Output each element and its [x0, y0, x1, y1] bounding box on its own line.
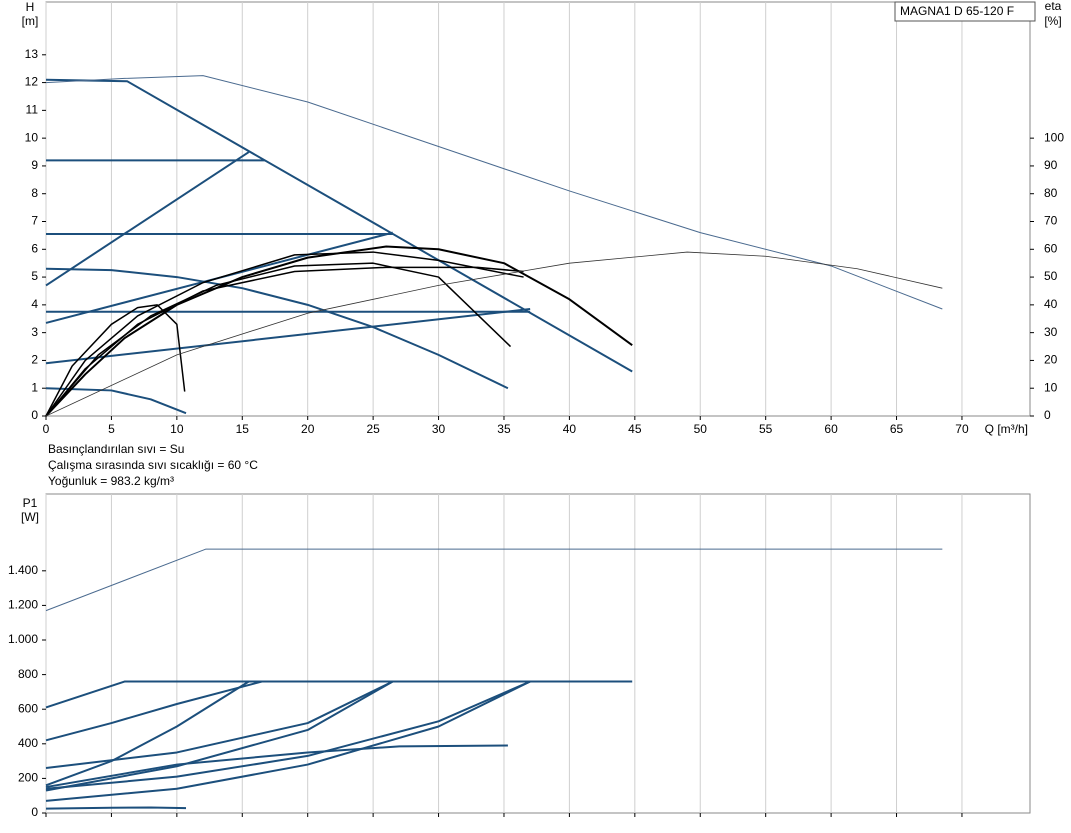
y2-tick-label: 50: [1044, 269, 1058, 283]
x-tick-label: 55: [759, 422, 773, 436]
curve: [45, 387, 187, 415]
y-tick-label: 6: [31, 241, 38, 255]
annotation: Yoğunluk = 983.2 kg/m³: [48, 474, 174, 488]
x-tick-label: 10: [170, 422, 184, 436]
y-tick-label: 1.400: [8, 563, 38, 577]
y-tick-label: 1.000: [8, 632, 38, 646]
curve: [45, 151, 250, 287]
y-tick-label: 7: [31, 214, 38, 228]
y-tick-label: 1: [31, 380, 38, 394]
y-axis-label: H: [26, 0, 35, 14]
x-tick-label: 40: [563, 422, 577, 436]
x-tick-label: 30: [432, 422, 446, 436]
curve: [45, 680, 250, 787]
y-tick-label: 8: [31, 186, 38, 200]
annotation: Çalışma sırasında sıvı sıcaklığı = 60 °C: [48, 458, 258, 472]
x-tick-label: 60: [824, 422, 838, 436]
y-axis-label: P1: [23, 496, 38, 510]
curve: [45, 680, 531, 802]
curve: [45, 75, 943, 310]
y-tick-label: 2: [31, 353, 38, 367]
y-tick-label: 11: [26, 103, 39, 117]
y-tick-label: 9: [31, 158, 38, 172]
y-axis-unit: [m]: [22, 14, 39, 28]
y-tick-label: 600: [18, 701, 38, 715]
y-tick-label: 4: [31, 297, 38, 311]
curve: [45, 251, 524, 417]
curve: [45, 251, 943, 417]
y-tick-label: 1.200: [8, 598, 38, 612]
curve: [45, 680, 394, 792]
curve: [45, 308, 531, 365]
x-tick-label: 65: [890, 422, 904, 436]
curve: [45, 262, 512, 417]
x-tick-label: 0: [43, 422, 50, 436]
x-axis-label: Q [m³/h]: [985, 422, 1028, 436]
y2-tick-label: 70: [1044, 214, 1058, 228]
model-name: MAGNA1 D 65-120 F: [900, 4, 1014, 18]
curve: [45, 245, 633, 417]
curve: [45, 304, 186, 417]
curve: [45, 78, 633, 373]
y-tick-label: 0: [31, 805, 38, 819]
x-tick-label: 45: [628, 422, 642, 436]
y2-tick-label: 60: [1044, 241, 1058, 255]
y-tick-label: 3: [31, 325, 38, 339]
y-tick-label: 400: [18, 736, 38, 750]
y2-tick-label: 0: [1044, 408, 1051, 422]
y-tick-label: 0: [31, 408, 38, 422]
y2-tick-label: 20: [1044, 353, 1058, 367]
y2-tick-label: 10: [1044, 380, 1058, 394]
y2-tick-label: 40: [1044, 297, 1058, 311]
y2-tick-label: 100: [1044, 130, 1064, 144]
curve: [45, 806, 187, 810]
curve: [45, 680, 531, 790]
x-tick-label: 20: [301, 422, 315, 436]
x-tick-label: 15: [236, 422, 250, 436]
y-tick-label: 200: [18, 771, 38, 785]
y-tick-label: 12: [25, 75, 39, 89]
curve: [45, 680, 633, 709]
y-tick-label: 800: [18, 667, 38, 681]
y-axis-unit: [W]: [21, 510, 39, 524]
y2-tick-label: 30: [1044, 325, 1058, 339]
annotation: Basınçlandırılan sıvı = Su: [48, 442, 184, 456]
y-tick-label: 10: [25, 130, 39, 144]
x-tick-label: 50: [694, 422, 708, 436]
plot-frame: [45, 493, 1031, 814]
curve: [45, 267, 509, 390]
curve: [45, 680, 263, 742]
x-tick-label: 25: [366, 422, 380, 436]
y2-axis-label: eta: [1045, 0, 1062, 13]
x-tick-label: 35: [497, 422, 511, 436]
y2-tick-label: 90: [1044, 158, 1058, 172]
y-tick-label: 5: [31, 269, 38, 283]
curve: [45, 744, 508, 789]
model-box: [894, 1, 1036, 22]
y2-axis-unit: [%]: [1044, 14, 1061, 28]
y-tick-label: 13: [25, 47, 39, 61]
plot-frame: [45, 1, 1031, 417]
curve: [45, 548, 943, 612]
x-tick-label: 5: [108, 422, 115, 436]
curve: [45, 266, 524, 417]
curve: [45, 680, 394, 770]
y2-tick-label: 80: [1044, 186, 1058, 200]
x-tick-label: 70: [955, 422, 969, 436]
